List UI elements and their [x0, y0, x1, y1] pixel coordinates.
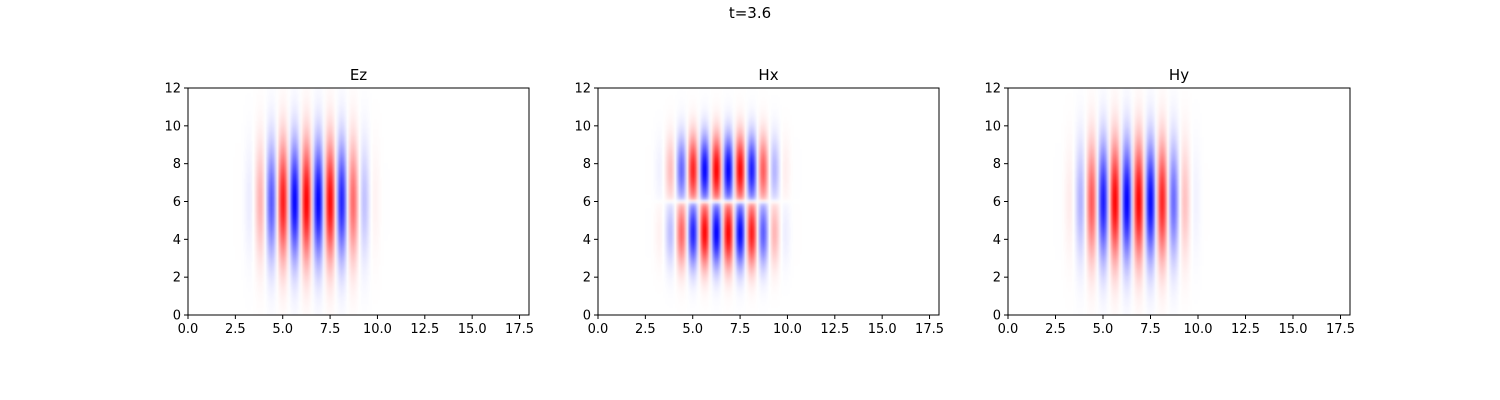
x-tick-label: 5.0 — [1093, 322, 1114, 337]
heatmap-hy — [1008, 88, 1350, 315]
y-tick-label: 2 — [173, 271, 181, 286]
y-tick-label: 0 — [173, 309, 181, 324]
y-tick-label: 0 — [583, 309, 591, 324]
y-tick-label: 10 — [984, 119, 1001, 134]
y-tick-label: 2 — [993, 271, 1001, 286]
y-tick-label: 12 — [984, 82, 1001, 97]
subplot-ez: Ez 0.0 2.5 5.0 7.5 10.0 12.5 15.0 17.5 0 2 4 6 8 10 12 — [164, 66, 534, 337]
y-tick-label: 8 — [173, 157, 181, 172]
x-tick-label: 0.0 — [178, 322, 199, 337]
x-tick-label: 17.5 — [505, 322, 534, 337]
x-tick-label: 0.0 — [588, 322, 609, 337]
y-tick-label: 6 — [173, 195, 181, 210]
x-tick-label: 7.5 — [730, 322, 751, 337]
x-tick-label: 2.5 — [1045, 322, 1066, 337]
y-tick-label: 4 — [173, 233, 181, 248]
y-tick-label: 6 — [583, 195, 591, 210]
y-tick-label: 12 — [574, 82, 591, 97]
x-tick-label: 7.5 — [320, 322, 341, 337]
x-tick-label: 17.5 — [1326, 322, 1355, 337]
x-tick-label: 0.0 — [998, 322, 1019, 337]
x-tick-label: 12.5 — [1231, 322, 1260, 337]
heatmap-ez — [188, 88, 529, 315]
y-tick-label: 4 — [583, 233, 591, 248]
x-tick-label: 15.0 — [868, 322, 897, 337]
y-tick-label: 8 — [993, 157, 1001, 172]
x-tick-label: 10.0 — [363, 322, 392, 337]
y-tick-label: 2 — [583, 271, 591, 286]
y-tick-label: 8 — [583, 157, 591, 172]
y-tick-label: 6 — [993, 195, 1001, 210]
subplot-title: Hy — [1169, 66, 1189, 84]
x-tick-label: 2.5 — [635, 322, 656, 337]
y-tick-label: 10 — [164, 119, 181, 134]
y-tick-label: 12 — [164, 82, 181, 97]
subplot-hy: Hy 0.0 2.5 5.0 7.5 10.0 12.5 15.0 17.5 0 2 4 6 8 10 12 — [984, 66, 1355, 337]
x-tick-label: 17.5 — [915, 322, 944, 337]
x-tick-label: 5.0 — [272, 322, 293, 337]
x-tick-label: 10.0 — [1184, 322, 1213, 337]
y-tick-label: 10 — [574, 119, 591, 134]
subplot-title: Ez — [350, 66, 367, 84]
subplot-hx: Hx 0.0 2.5 5.0 7.5 10.0 12.5 15.0 17.5 0 2 4 6 8 10 12 — [574, 66, 944, 337]
x-tick-label: 7.5 — [1140, 322, 1161, 337]
figure-suptitle: t=3.6 — [728, 4, 772, 22]
x-tick-label: 12.5 — [820, 322, 849, 337]
x-tick-label: 15.0 — [458, 322, 487, 337]
y-tick-label: 4 — [993, 233, 1001, 248]
heatmap-hx — [598, 88, 939, 315]
x-tick-label: 10.0 — [773, 322, 802, 337]
subplot-title: Hx — [758, 66, 778, 84]
y-tick-label: 0 — [993, 309, 1001, 324]
x-tick-label: 15.0 — [1279, 322, 1308, 337]
x-tick-label: 5.0 — [682, 322, 703, 337]
x-tick-label: 12.5 — [410, 322, 439, 337]
x-tick-label: 2.5 — [225, 322, 246, 337]
